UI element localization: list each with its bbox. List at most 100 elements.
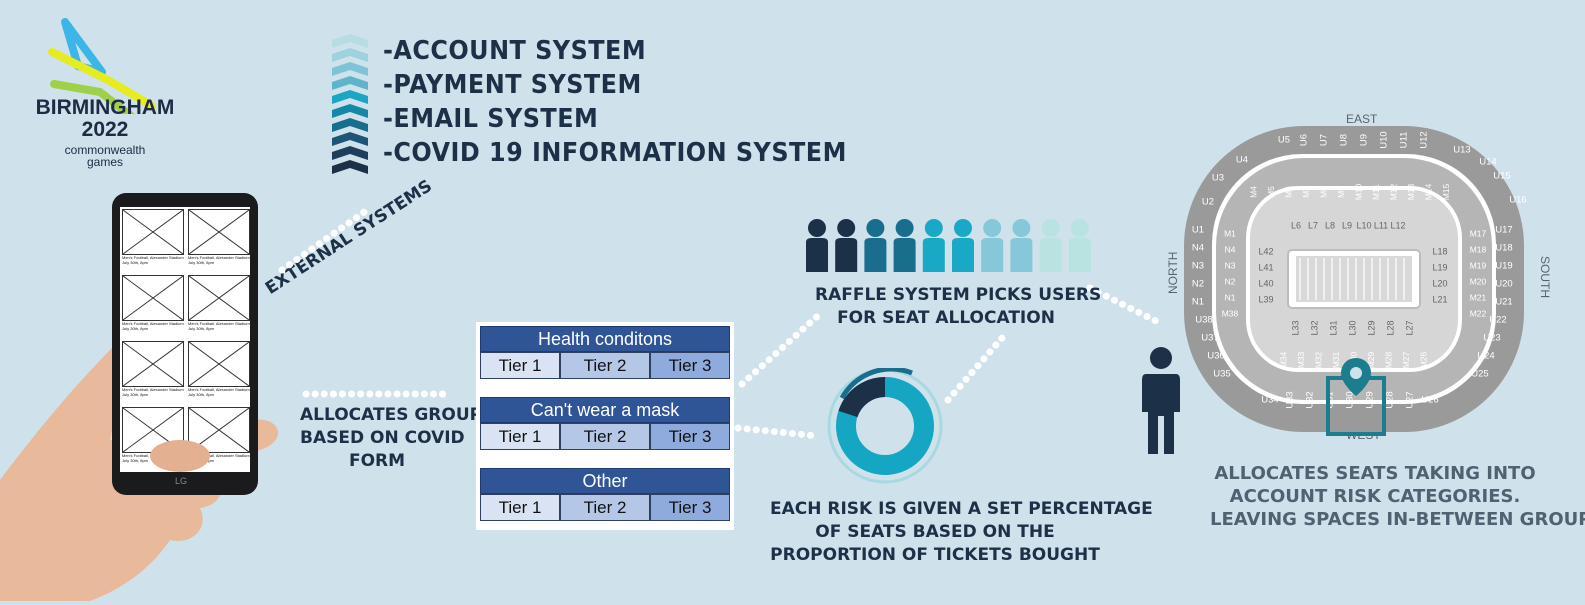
stadium-block-label: L40 (1258, 278, 1273, 288)
logo-line-commonwealth: commonwealth (64, 143, 146, 157)
stadium-block-label: N4 (1192, 243, 1204, 254)
person-figure-icon (835, 219, 858, 272)
stadium-block-label: L18 (1432, 246, 1447, 256)
connector-raffle-stadium (1086, 284, 1166, 328)
allocates-groups-caption: ALLOCATES GROUPS BASED ON COVID FORM (300, 404, 495, 473)
person-figure-icon (806, 219, 828, 272)
caption-line: RAFFLE SYSTEM PICKS USERS (815, 285, 1102, 305)
logo-line-games: games (86, 155, 124, 169)
stadium-block-label: M21 (1470, 292, 1487, 302)
stadium-block-label: M4 (1248, 186, 1258, 198)
stadium-block-label: L19 (1432, 262, 1447, 272)
stadium-block-label: U6 (1299, 134, 1310, 146)
chevron-icon (332, 104, 368, 118)
caption-line: FOR SEAT ALLOCATION (837, 308, 1055, 328)
stadium-block-label: M13 (1406, 183, 1416, 200)
risk-table-other: Other Tier 1 Tier 2 Tier 3 (480, 468, 730, 521)
person-figure-icon (1068, 219, 1091, 272)
stadium-block-label: M34 (1278, 351, 1288, 368)
stadium-block-label: L20 (1432, 278, 1447, 288)
stadium-block-label: U1 (1192, 225, 1204, 236)
stadium-block-label: M28 (1383, 351, 1393, 368)
stadium-block-label: U36 (1207, 351, 1224, 362)
tier-cell: Tier 3 (650, 352, 730, 379)
stadium-block-label: M18 (1470, 244, 1487, 254)
caption-line: ALLOCATES GROUPS (300, 405, 495, 425)
stadium-block-label: U9 (1359, 134, 1370, 146)
stadium-block-label: L39 (1258, 294, 1273, 304)
stadium-block-label: L8 (1325, 220, 1335, 230)
caption-line: LEAVING SPACES IN-BETWEEN GROUPS (1210, 509, 1585, 530)
chevron-icon (332, 146, 368, 160)
caption-line: ALLOCATES SEATS TAKING INTO (1214, 463, 1536, 484)
caption-line: PROPORTION OF TICKETS BOUGHT (770, 545, 1100, 565)
stadium-block-label: M19 (1470, 260, 1487, 270)
caption-line: FORM (348, 451, 406, 471)
risk-table-header: Health conditons (480, 326, 730, 352)
person-icon (1142, 347, 1180, 454)
stadium-block-label: U38 (1195, 315, 1212, 326)
person-figure-icon (864, 219, 887, 272)
tier-cell: Tier 3 (650, 423, 730, 450)
risk-table-header: Can't wear a mask (480, 397, 730, 423)
system-payment: -PAYMENT SYSTEM (383, 70, 642, 100)
donut-dark-segment (838, 377, 886, 418)
image-placeholder-icon (122, 209, 184, 255)
chevron-icon (332, 76, 368, 90)
stadium-block-label: L31 (1328, 320, 1338, 335)
stadium-block-label: U24 (1477, 351, 1494, 362)
stadium-block-label: U5 (1278, 135, 1290, 146)
stadium-block-label: M8 (1318, 186, 1328, 198)
stadium-block-label: L11 (1374, 220, 1388, 230)
stadium-block-label: M9 (1336, 186, 1346, 198)
stadium-block-label: U33 (1285, 391, 1296, 408)
stadium-block-label: U13 (1453, 145, 1470, 156)
image-placeholder-icon (188, 275, 250, 321)
stadium-block-label: M27 (1401, 351, 1411, 368)
stadium-block-label: L9 (1342, 220, 1352, 230)
stadium-block-label: L29 (1366, 320, 1376, 335)
tier-cell: Tier 2 (560, 494, 650, 521)
stadium-block-label: M29 (1366, 351, 1376, 368)
risk-donut-chart (827, 368, 943, 484)
connector-donut-raffle (944, 334, 1006, 404)
stadium-block-label: M6 (1283, 186, 1293, 198)
stadium-block-label: L12 (1390, 220, 1405, 230)
person-figure-icon (922, 219, 945, 272)
stadium-block-label: U7 (1319, 134, 1330, 146)
stadium-block-label: L28 (1385, 320, 1395, 335)
raffle-caption: RAFFLE SYSTEM PICKS USERS FOR SEAT ALLOC… (815, 284, 1102, 330)
stadium-block-label: U27 (1405, 391, 1416, 408)
stadium-block-label: M33 (1296, 351, 1306, 368)
stadium-block-label: U22 (1489, 315, 1506, 326)
chevron-icon (332, 90, 368, 104)
stadium-seating-icon: U5 U6 U7 U8 U9 U10 U11 U12 U34 U33 U32 U31 U30 U29 U28… (1184, 126, 1527, 432)
stadium-block-label: L21 (1432, 294, 1447, 304)
caption-line: EACH RISK IS GIVEN A SET PERCENTAGE (770, 499, 1153, 519)
phone-screen: Men's Football, Alexander Stadium July 30… (120, 207, 250, 472)
stadium-block-label: M15 (1441, 183, 1451, 200)
chevron-icon (332, 132, 368, 146)
person-figure-icon (1010, 219, 1033, 272)
stadium-block-label: M17 (1470, 228, 1487, 238)
stadium-block-label: M22 (1470, 308, 1487, 318)
chevron-icon (332, 34, 368, 48)
stadium-block-label: U31 (1325, 391, 1336, 408)
person-figure-icon (1039, 219, 1062, 272)
seat-location-marker-icon (1326, 358, 1386, 436)
image-placeholder-icon (188, 341, 250, 387)
stadium-block-label: M31 (1331, 351, 1341, 368)
stadium-block-label: U8 (1339, 134, 1350, 146)
connector-external-systems (278, 204, 374, 274)
risk-tables-panel: Health conditons Tier 1 Tier 2 Tier 3 Ca… (476, 322, 734, 530)
stadium-block-label: U23 (1483, 333, 1500, 344)
